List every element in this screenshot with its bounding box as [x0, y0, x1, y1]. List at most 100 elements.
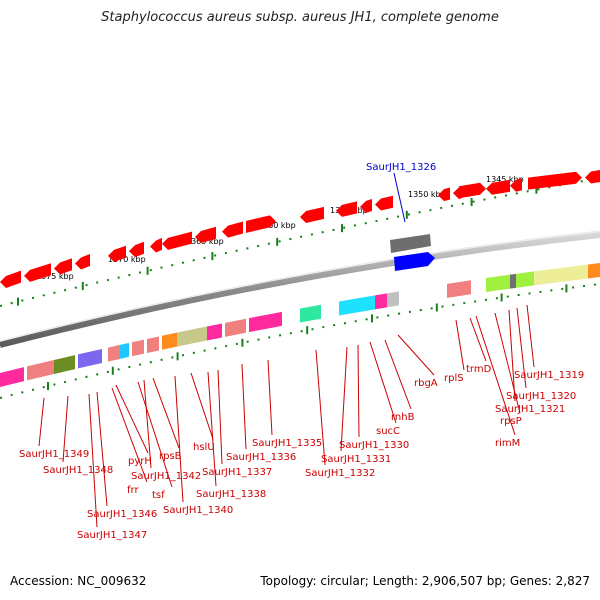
gene-label[interactable]: frr: [127, 485, 139, 496]
gene-arrow[interactable]: [75, 253, 90, 270]
gene-label[interactable]: SaurJH1_1348: [43, 465, 113, 476]
gene-leader-line: [508, 309, 516, 402]
gene-label[interactable]: SaurJH1_1347: [77, 530, 147, 541]
gene-arrow[interactable]: [528, 171, 582, 190]
gene-leader-line: [357, 344, 360, 438]
gene-label[interactable]: sucC: [376, 426, 400, 437]
gene-leader-line: [469, 317, 487, 362]
gene-leader-line: [475, 315, 516, 436]
gene-arrow[interactable]: [486, 179, 510, 195]
gene-arrow[interactable]: [24, 263, 51, 282]
scale-label: 1375 kbp: [36, 272, 74, 281]
gene-leader-line: [190, 372, 214, 440]
accession-text: Accession: NC_009632: [10, 574, 147, 588]
scale-label: 1350 kbp: [408, 190, 446, 199]
gene-arrow[interactable]: [459, 182, 486, 199]
cog-category-block: [54, 355, 75, 374]
cog-category-block: [249, 311, 282, 333]
gene-label[interactable]: rpsB: [159, 451, 182, 462]
gene-label[interactable]: SaurJH1_1346: [87, 509, 157, 520]
gene-label[interactable]: rimM: [495, 438, 520, 449]
cog-category-block: [300, 304, 321, 323]
gene-leader-line: [267, 359, 273, 436]
gene-arrow[interactable]: [195, 226, 216, 244]
outer-scale-track: [0, 177, 600, 307]
gene-arrow[interactable]: [150, 237, 162, 253]
gene-label[interactable]: pyrH: [128, 456, 152, 467]
gene-label[interactable]: SaurJH1_1342: [131, 471, 201, 482]
cog-category-block: [225, 318, 246, 337]
gene-label[interactable]: SaurJH1_1332: [305, 468, 375, 479]
gene-leader-line: [369, 341, 397, 424]
gene-label[interactable]: SaurJH1_1336: [226, 452, 296, 463]
gene-arrow[interactable]: [162, 231, 192, 250]
gene-label[interactable]: SaurJH1_1349: [19, 449, 89, 460]
gene-leader-line: [217, 369, 223, 465]
gene-leader-line: [494, 312, 521, 414]
cog-category-block: [0, 367, 24, 387]
gene-arrow[interactable]: [129, 241, 144, 258]
gene-label[interactable]: SaurJH1_1321: [495, 404, 565, 415]
map-title: Staphylococcus aureus subsp. aureus JH1,…: [101, 10, 499, 25]
genome-summary: Topology: circular; Length: 2,906,507 bp…: [260, 574, 590, 588]
gene-arrow[interactable]: [438, 187, 450, 202]
gene-label[interactable]: hslU: [193, 442, 215, 453]
gene-arrow[interactable]: [375, 195, 393, 211]
leader-layer: [38, 304, 535, 528]
gene-leader-line: [207, 371, 217, 487]
gene-label[interactable]: tsf: [152, 490, 165, 501]
gene-label[interactable]: rbgA: [414, 378, 438, 389]
gene-label[interactable]: SaurJH1_1320: [506, 391, 576, 402]
gene-arrow[interactable]: [300, 206, 324, 223]
gene-label[interactable]: rpsP: [500, 416, 522, 427]
gene-arrow[interactable]: [54, 258, 72, 275]
cog-category-block: [360, 295, 375, 312]
gene-labels: SaurJH1_1319 SaurJH1_1320 SaurJH1_1321rpsP…: [19, 364, 584, 541]
gene-arrow[interactable]: [360, 198, 372, 213]
gene-label[interactable]: trmD: [466, 364, 492, 375]
gene-label[interactable]: SaurJH1_1331: [321, 454, 391, 465]
gene-arrow[interactable]: [0, 270, 21, 288]
cog-category-block: [108, 344, 120, 362]
gene-leader-line: [384, 339, 412, 410]
cog-category-block: [486, 274, 510, 293]
gene-label[interactable]: SaurJH1_1330: [339, 440, 409, 451]
highlight-gene-shadow: [390, 234, 431, 253]
gene-label[interactable]: SaurJH1_1338: [196, 489, 266, 500]
gene-leader-line: [137, 381, 173, 488]
gene-label[interactable]: SaurJH1_1340: [163, 505, 233, 516]
gene-label[interactable]: SaurJH1_1337: [202, 467, 272, 478]
cog-category-block: [198, 326, 207, 343]
gene-arrow[interactable]: [585, 170, 600, 184]
gene-arrow[interactable]: [108, 245, 126, 262]
cog-category-block: [207, 323, 222, 341]
gene-label[interactable]: SaurJH1_1335: [252, 438, 322, 449]
highlight-gene-arrow[interactable]: [394, 252, 435, 271]
gene-arrow[interactable]: [453, 185, 462, 200]
gene-label[interactable]: rplS: [444, 373, 464, 384]
scale-label: 1360 kbp: [258, 221, 296, 230]
gene-arrow[interactable]: [222, 221, 243, 238]
gene-leader-line: [115, 384, 149, 454]
gene-label[interactable]: rnhB: [391, 412, 415, 423]
scale-label: 1345 kbp: [486, 175, 524, 184]
gene-leader-line: [315, 349, 326, 466]
gene-leader-line: [174, 375, 184, 503]
gene-leader-line: [241, 363, 247, 450]
cog-category-block: [132, 339, 144, 357]
cog-category-block: [534, 264, 588, 286]
inner-scale-track: [0, 283, 600, 399]
gene-leader-line: [96, 391, 108, 507]
gene-arrow[interactable]: [336, 201, 357, 217]
gene-label[interactable]: SaurJH1_1319: [514, 370, 584, 381]
highlight-leader: [393, 172, 406, 223]
highlight-gene-label[interactable]: SaurJH1_1326: [366, 162, 436, 173]
backbone-highlight: [0, 230, 600, 342]
cog-category-block: [78, 348, 102, 369]
gene-arrow[interactable]: [246, 215, 276, 233]
cog-category-block: [510, 273, 516, 289]
gene-arrow[interactable]: [510, 178, 522, 192]
gene-leader-line: [62, 395, 69, 463]
gene-leader-line: [516, 307, 527, 389]
